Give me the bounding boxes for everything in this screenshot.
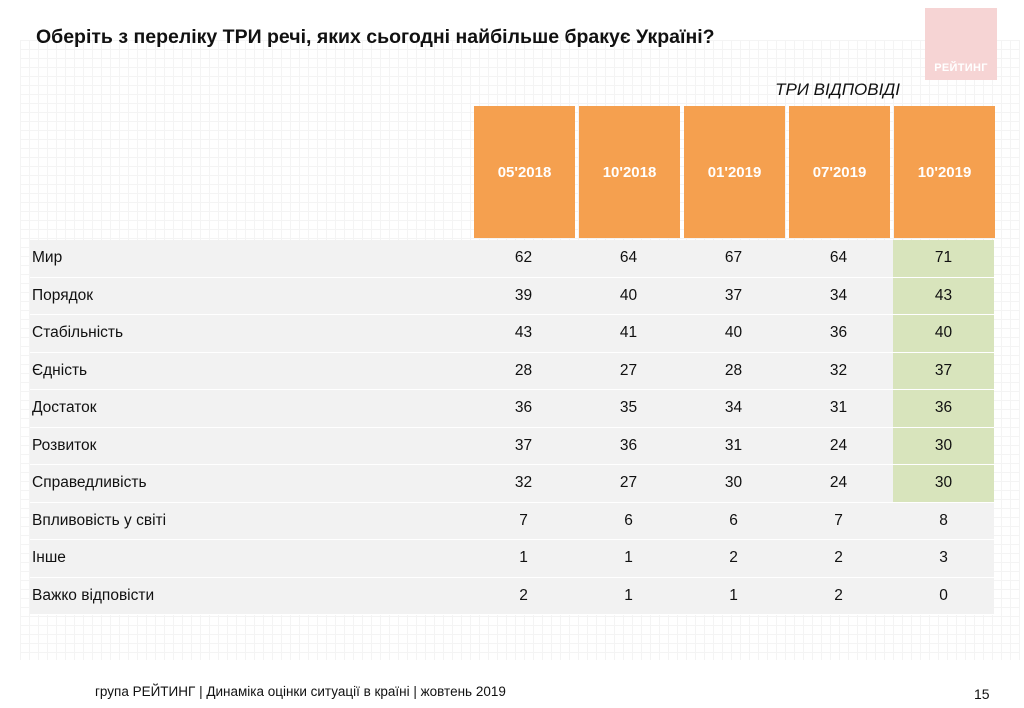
table-cell: 1 bbox=[519, 549, 528, 567]
table-cell: 39 bbox=[514, 286, 533, 304]
table-cell: 36 bbox=[893, 390, 994, 427]
table-cell: 30 bbox=[724, 474, 743, 492]
table-cell: 2 bbox=[834, 549, 843, 567]
table-cell: 37 bbox=[514, 436, 533, 454]
table-cell: 8 bbox=[939, 511, 948, 529]
table-cell: 27 bbox=[619, 361, 638, 379]
table-cell: 67 bbox=[724, 249, 743, 267]
table-row: Порядок 39 40 37 34 43 bbox=[30, 277, 994, 315]
row-label: Справедливість bbox=[32, 474, 147, 492]
table-cell: 2 bbox=[729, 549, 738, 567]
row-label: Єдність bbox=[32, 361, 88, 379]
table-cell: 24 bbox=[829, 474, 848, 492]
table-cell: 37 bbox=[724, 286, 743, 304]
table-row: Важко відповісти 2 1 1 2 0 bbox=[30, 577, 994, 615]
row-label: Мир bbox=[32, 249, 63, 267]
table-cell: 1 bbox=[624, 586, 633, 604]
row-cells: 36 35 34 31 36 bbox=[473, 390, 994, 427]
table-header: 05'2018 10'2018 01'2019 07'2019 10'2019 bbox=[474, 106, 995, 238]
table-cell: 43 bbox=[514, 324, 533, 342]
table-cell: 24 bbox=[829, 436, 848, 454]
table-cell: 36 bbox=[619, 436, 638, 454]
table-cell: 62 bbox=[514, 249, 533, 267]
table-cell: 28 bbox=[724, 361, 743, 379]
data-table: Мир 62 64 67 64 71 Порядок 39 40 37 34 43 Стабільніс… bbox=[30, 240, 994, 615]
table-cell: 43 bbox=[893, 277, 994, 314]
row-cells: 39 40 37 34 43 bbox=[473, 277, 994, 314]
table-cell: 3 bbox=[939, 549, 948, 567]
table-cell: 1 bbox=[729, 586, 738, 604]
row-cells: 1 1 2 2 3 bbox=[473, 540, 994, 577]
table-row: Інше 1 1 2 2 3 bbox=[30, 540, 994, 578]
row-cells: 32 27 30 24 30 bbox=[473, 465, 994, 502]
rating-logo: РЕЙТИНГ bbox=[925, 8, 997, 80]
row-label: Достаток bbox=[32, 399, 97, 417]
column-header: 10'2019 bbox=[894, 106, 995, 238]
table-cell: 31 bbox=[829, 399, 848, 417]
table-cell: 41 bbox=[619, 324, 638, 342]
page-title: Оберіть з переліку ТРИ речі, яких сьогод… bbox=[36, 26, 715, 48]
table-cell: 32 bbox=[829, 361, 848, 379]
table-cell: 0 bbox=[939, 586, 948, 604]
table-cell: 40 bbox=[893, 315, 994, 352]
row-cells: 43 41 40 36 40 bbox=[473, 315, 994, 352]
table-cell: 37 bbox=[893, 352, 994, 389]
table-cell: 31 bbox=[724, 436, 743, 454]
table-row: Розвиток 37 36 31 24 30 bbox=[30, 427, 994, 465]
table-cell: 6 bbox=[729, 511, 738, 529]
row-cells: 2 1 1 2 0 bbox=[473, 578, 994, 615]
column-header: 05'2018 bbox=[474, 106, 575, 238]
row-label: Розвиток bbox=[32, 436, 97, 454]
table-cell: 40 bbox=[724, 324, 743, 342]
table-cell: 64 bbox=[619, 249, 638, 267]
table-row: Справедливість 32 27 30 24 30 bbox=[30, 465, 994, 503]
column-header: 01'2019 bbox=[684, 106, 785, 238]
row-label: Стабільність bbox=[32, 324, 124, 342]
table-cell: 30 bbox=[893, 465, 994, 502]
table-cell: 34 bbox=[829, 286, 848, 304]
column-header: 10'2018 bbox=[579, 106, 680, 238]
row-cells: 62 64 67 64 71 bbox=[473, 240, 994, 277]
table-row: Стабільність 43 41 40 36 40 bbox=[30, 315, 994, 353]
table-row: Єдність 28 27 28 32 37 bbox=[30, 352, 994, 390]
table-cell: 7 bbox=[834, 511, 843, 529]
row-label: Важко відповісти bbox=[32, 586, 155, 604]
table-cell: 28 bbox=[514, 361, 533, 379]
table-cell: 2 bbox=[834, 586, 843, 604]
table-cell: 35 bbox=[619, 399, 638, 417]
row-cells: 28 27 28 32 37 bbox=[473, 352, 994, 389]
table-cell: 1 bbox=[624, 549, 633, 567]
table-cell: 40 bbox=[619, 286, 638, 304]
table-row: Впливовість у світі 7 6 6 7 8 bbox=[30, 502, 994, 540]
table-cell: 6 bbox=[624, 511, 633, 529]
table-cell: 7 bbox=[519, 511, 528, 529]
table-cell: 32 bbox=[514, 474, 533, 492]
page-number: 15 bbox=[974, 686, 990, 702]
row-label: Інше bbox=[32, 549, 66, 567]
answers-note: ТРИ ВІДПОВІДІ bbox=[775, 80, 900, 99]
row-label: Порядок bbox=[32, 286, 94, 304]
row-label: Впливовість у світі bbox=[32, 511, 167, 529]
table-cell: 34 bbox=[724, 399, 743, 417]
row-cells: 37 36 31 24 30 bbox=[473, 427, 994, 464]
table-row: Мир 62 64 67 64 71 bbox=[30, 240, 994, 278]
table-cell: 71 bbox=[893, 240, 994, 277]
column-header: 07'2019 bbox=[789, 106, 890, 238]
footer-text: група РЕЙТИНГ | Динаміка оцінки ситуації… bbox=[95, 684, 506, 699]
table-cell: 30 bbox=[893, 427, 994, 464]
logo-text: РЕЙТИНГ bbox=[934, 62, 988, 74]
table-cell: 27 bbox=[619, 474, 638, 492]
table-row: Достаток 36 35 34 31 36 bbox=[30, 390, 994, 428]
table-cell: 64 bbox=[829, 249, 848, 267]
table-cell: 36 bbox=[514, 399, 533, 417]
table-cell: 36 bbox=[829, 324, 848, 342]
row-cells: 7 6 6 7 8 bbox=[473, 503, 994, 540]
table-cell: 2 bbox=[519, 586, 528, 604]
